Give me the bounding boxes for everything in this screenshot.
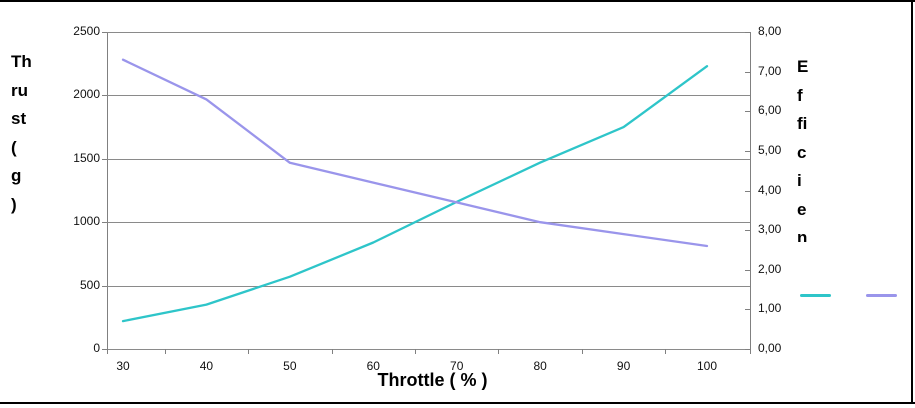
right-axis-tick xyxy=(745,150,751,152)
left-axis-tick-label: 1000 xyxy=(73,214,100,229)
x-axis-tick-label: 40 xyxy=(199,359,214,373)
x-axis-tick-label: 90 xyxy=(616,359,631,373)
major-gridline xyxy=(107,95,750,97)
right-axis-tick-label: 1,00 xyxy=(758,301,782,316)
left-axis-tick-label: 2000 xyxy=(73,87,100,102)
right-axis-tick-label: 2,00 xyxy=(758,261,782,276)
x-axis-tick xyxy=(415,349,416,354)
frame-border-bottom xyxy=(0,402,915,404)
right-axis-title: E f fi c i e n xyxy=(797,57,809,242)
left-axis-tick xyxy=(102,222,107,224)
x-axis-tick xyxy=(107,349,108,354)
x-axis-tick xyxy=(248,349,250,354)
left-axis-tick xyxy=(102,285,107,287)
left-axis-tick xyxy=(102,158,107,160)
x-axis-title: Throttle ( % ) xyxy=(377,370,488,390)
right-axis-tick xyxy=(745,269,751,271)
left-axis-tick xyxy=(102,95,107,97)
right-axis-tick-label: 6,00 xyxy=(758,103,782,118)
x-axis-tick xyxy=(750,349,751,354)
right-axis-tick-label: 4,00 xyxy=(758,182,782,197)
x-axis-tick xyxy=(581,349,583,354)
left-axis-tick xyxy=(102,32,107,33)
left-axis-tick-label: 1500 xyxy=(73,150,100,165)
right-axis-tick xyxy=(745,111,751,113)
frame-border-top xyxy=(0,0,915,2)
right-axis-tick xyxy=(745,32,751,33)
x-axis-tick-label: 30 xyxy=(116,359,130,373)
x-axis-tick-label: 60 xyxy=(366,359,380,373)
left-axis-line xyxy=(107,32,108,350)
right-axis-tick-label: 7,00 xyxy=(758,63,782,78)
right-axis-tick-label: 0,00 xyxy=(758,341,782,355)
left-axis-title: Th ru st ( g ) xyxy=(11,52,32,214)
major-gridline xyxy=(107,285,750,287)
left-axis-tick-label: 0 xyxy=(93,341,100,355)
left-axis-tick xyxy=(102,349,107,350)
right-axis-tick-label: 8,00 xyxy=(758,24,782,38)
frame-border-right xyxy=(911,0,913,404)
x-axis-tick-label: 100 xyxy=(696,359,718,373)
x-axis-tick-label: 80 xyxy=(533,359,547,373)
legend-swatch-thrust[interactable] xyxy=(800,294,831,297)
major-gridline xyxy=(107,349,750,350)
right-axis-tick xyxy=(745,309,751,311)
thrust-series-line[interactable] xyxy=(121,65,709,323)
x-axis-tick-label: 50 xyxy=(283,359,297,373)
major-gridline xyxy=(107,158,750,160)
major-gridline xyxy=(107,32,750,33)
right-axis-tick-label: 3,00 xyxy=(758,222,782,237)
x-axis-tick xyxy=(164,349,166,354)
x-axis-tick-label: 70 xyxy=(450,359,464,373)
right-axis-tick xyxy=(745,71,751,73)
major-gridline xyxy=(107,222,750,224)
left-axis-tick-label: 2500 xyxy=(73,24,100,38)
x-axis-tick xyxy=(498,349,500,354)
legend-swatch-efficiency[interactable] xyxy=(866,294,897,297)
right-axis-tick xyxy=(745,349,751,350)
left-axis-tick-label: 500 xyxy=(79,277,100,292)
efficiency-series-line[interactable] xyxy=(121,58,709,248)
x-axis-tick xyxy=(665,349,667,354)
right-axis-tick-label: 5,00 xyxy=(758,142,782,157)
x-axis-tick xyxy=(331,349,333,354)
right-axis-tick xyxy=(745,230,751,232)
right-axis-tick xyxy=(745,190,751,192)
